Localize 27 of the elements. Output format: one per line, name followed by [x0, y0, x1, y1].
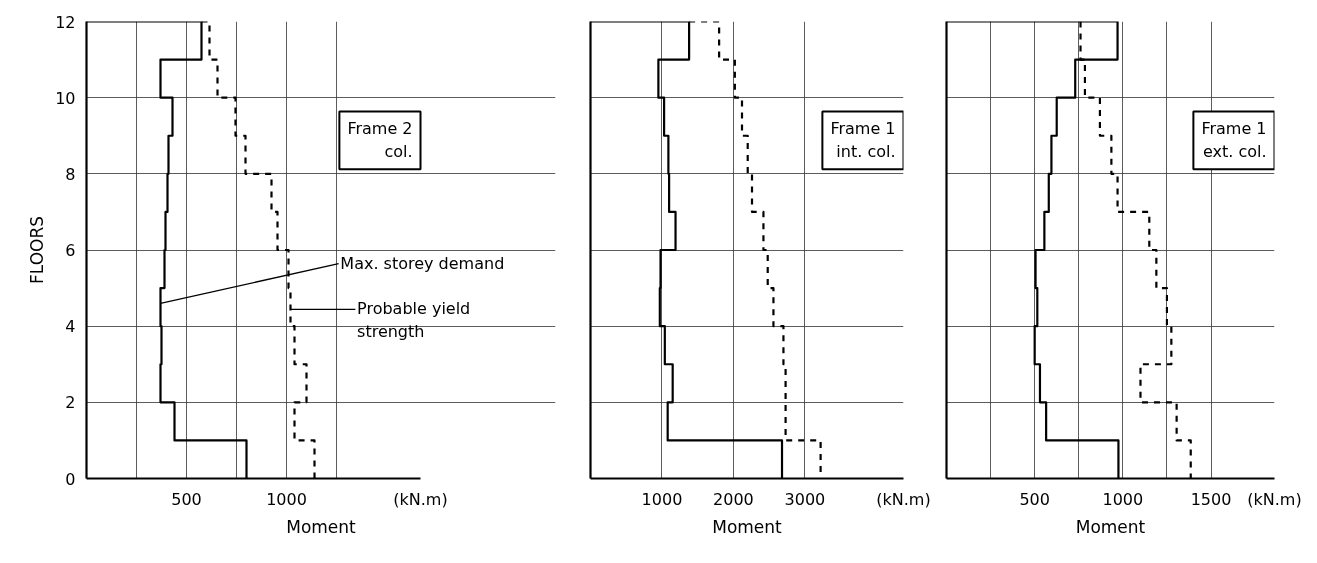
text: Frame 1 int. col.	[830, 119, 896, 162]
x-tick-label: 3000	[784, 489, 826, 509]
y-tick-label: 2	[65, 393, 76, 413]
text: Frame 1 ext. col.	[1201, 119, 1267, 162]
y-tick-label: 12	[55, 12, 76, 32]
x-tick-label: 500	[1019, 489, 1050, 509]
y-tick-label: 4	[65, 317, 76, 337]
x-tick-label: 1500	[1190, 489, 1232, 509]
y-tick-label: 10	[55, 88, 76, 108]
annotation: Probable yield strength	[357, 299, 471, 342]
x-axis-title: Moment	[712, 516, 783, 537]
x-tick-label: 1000	[266, 489, 307, 509]
y-axis-title: FLOORS	[27, 215, 48, 284]
x-axis-title: Moment	[286, 516, 357, 537]
x-tick-label: 1000	[641, 489, 683, 509]
x-axis-title: Moment	[1075, 516, 1146, 537]
x-tick-label: 2000	[713, 489, 754, 509]
x-tick-label: 500	[171, 489, 202, 509]
x-tick-label: 1000	[1102, 489, 1144, 509]
text: (kN.m)	[876, 489, 931, 509]
text: Frame 2 col.	[347, 119, 413, 162]
y-tick-label: 6	[65, 241, 76, 260]
text: (kN.m)	[393, 489, 448, 509]
text: (kN.m)	[1247, 489, 1302, 509]
annotation: Max. storey demand	[340, 254, 505, 274]
y-tick-label: 0	[65, 469, 76, 489]
y-tick-label: 8	[65, 164, 76, 184]
